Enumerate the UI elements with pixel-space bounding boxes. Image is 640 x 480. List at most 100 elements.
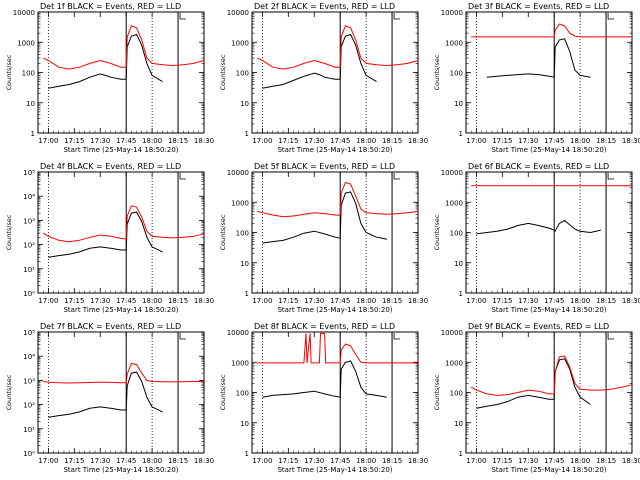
xaxis-label: Start Time (25-May-14 18:50:20) [277,466,392,474]
corner-mark [607,333,615,340]
plot-frame [37,171,205,294]
detector-panel-1: Det 1f BLACK = Events, RED = LLD 1 10 100 10… [5,2,214,154]
xtick-label: 18:00 [570,457,590,465]
xtick-label: 18:15 [596,137,616,145]
xtick-label: 17:15 [278,137,298,145]
yaxis-label: Counts/sec [5,374,13,410]
xtick-label: 17:45 [544,137,564,145]
xtick-label: 17:30 [304,297,324,305]
xaxis-label: Start Time (25-May-14 18:50:20) [277,146,392,154]
plot-frame [251,331,419,454]
xaxis-label: Start Time (25-May-14 18:50:20) [63,306,178,314]
ytick-label: 10² [23,402,35,410]
ytick-label: 1000 [17,39,35,47]
xtick-label: 17:15 [278,297,298,305]
ytick-label: 10000 [441,329,463,337]
series-line-red [43,362,204,384]
xtick-label: 18:00 [570,137,590,145]
xtick-label: 17:00 [466,137,486,145]
ytick-label: 1000 [231,39,249,47]
yaxis-label: Counts/sec [5,54,13,90]
ytick-label: 10⁰ [23,450,35,458]
detector-panel-9: Det 9f BLACK = Events, RED = LLD 1 10 100 10… [433,322,640,474]
ytick-label: 1000 [231,199,249,207]
xtick-label: 18:30 [408,297,428,305]
xaxis-label: Start Time (25-May-14 18:50:20) [491,306,606,314]
corner-mark [393,13,401,20]
ytick-label: 10 [240,260,249,268]
series-line-red [471,23,632,38]
ytick-label: 100 [450,390,463,398]
panel-title: Det 3f BLACK = Events, RED = LLD [468,2,609,11]
xtick-label: 18:15 [168,297,188,305]
xtick-label: 18:30 [194,297,214,305]
xtick-label: 18:15 [382,457,402,465]
series-line-black [476,358,591,409]
xtick-label: 17:30 [90,457,110,465]
xtick-label: 17:00 [252,297,272,305]
ytick-label: 100 [236,390,249,398]
plot-frame [465,171,633,294]
xtick-label: 18:00 [356,457,376,465]
ytick-label: 100 [236,230,249,238]
xtick-label: 18:00 [142,297,162,305]
corner-mark [607,173,615,180]
series-line-black [262,360,387,398]
xtick-label: 17:15 [64,137,84,145]
xtick-label: 17:00 [38,457,58,465]
xtick-label: 18:30 [408,137,428,145]
xtick-label: 18:00 [142,137,162,145]
ytick-label: 10000 [441,169,463,177]
ytick-label: 10 [26,100,35,108]
ytick-label: 10 [454,420,463,428]
ytick-label: 1000 [231,359,249,367]
panel-title: Det 4f BLACK = Events, RED = LLD [40,162,181,171]
corner-mark [179,13,187,20]
xtick-label: 18:15 [382,137,402,145]
detector-panel-6: Det 6f BLACK = Events, RED = LLD 1 10 100 10… [433,162,640,314]
xtick-label: 18:30 [194,137,214,145]
panel-title: Det 5f BLACK = Events, RED = LLD [254,162,395,171]
ytick-label: 10⁴ [23,353,35,361]
series-line-black [476,219,602,235]
ytick-label: 10000 [441,9,463,17]
xtick-label: 17:45 [116,457,136,465]
xtick-label: 17:45 [544,297,564,305]
series-line-red [257,181,419,218]
yaxis-label: Counts/sec [219,374,227,410]
panel-title: Det 9f BLACK = Events, RED = LLD [468,322,609,331]
ytick-label: 1 [31,130,35,138]
ytick-label: 10000 [227,329,249,337]
ytick-label: 1 [459,450,463,458]
plot-frame [251,171,419,294]
panel-title: Det 1f BLACK = Events, RED = LLD [40,2,181,11]
yaxis-label: Counts/sec [219,214,227,250]
xtick-label: 17:30 [304,137,324,145]
xtick-label: 17:15 [492,297,512,305]
corner-mark [179,333,187,340]
xtick-label: 17:45 [116,297,136,305]
ytick-label: 1000 [445,39,463,47]
xtick-label: 17:00 [252,457,272,465]
xtick-label: 17:15 [492,457,512,465]
xtick-label: 17:30 [518,137,538,145]
yaxis-label: Counts/sec [5,214,13,250]
ytick-label: 10⁴ [23,193,35,201]
xtick-label: 18:15 [168,457,188,465]
xtick-label: 18:00 [356,297,376,305]
xtick-label: 18:15 [382,297,402,305]
xtick-label: 17:45 [330,297,350,305]
xtick-label: 18:30 [622,137,640,145]
series-line-black [48,211,163,258]
ytick-label: 10⁰ [23,290,35,298]
ytick-label: 100 [450,230,463,238]
ytick-label: 1 [459,290,463,298]
detector-panel-8: Det 8f BLACK = Events, RED = LLD 1 10 100 10… [219,322,428,474]
ytick-label: 10³ [23,377,35,385]
yaxis-label: Counts/sec [433,374,441,410]
xtick-label: 18:30 [622,297,640,305]
xaxis-label: Start Time (25-May-14 18:50:20) [491,466,606,474]
ytick-label: 1 [459,130,463,138]
xtick-label: 18:15 [168,137,188,145]
panel-title: Det 6f BLACK = Events, RED = LLD [468,162,609,171]
